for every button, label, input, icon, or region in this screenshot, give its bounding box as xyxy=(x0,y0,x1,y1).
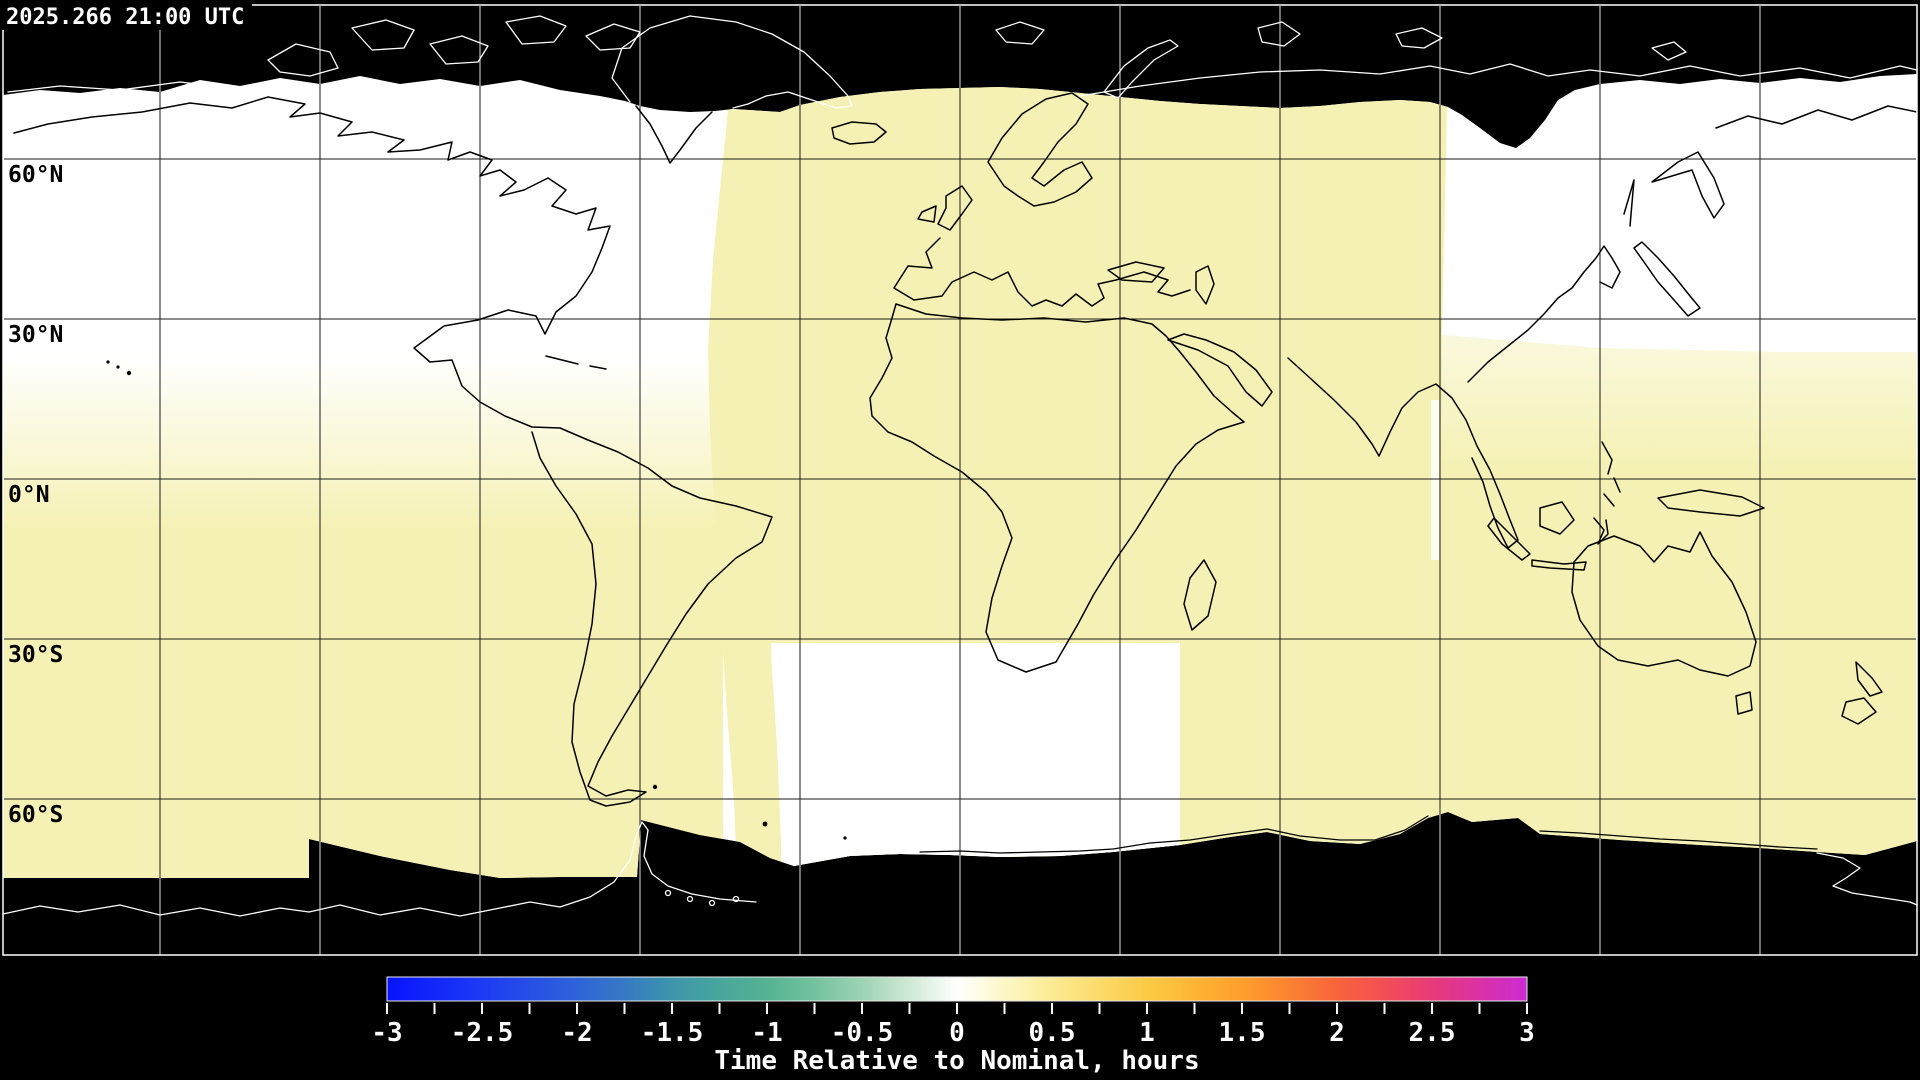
graticule-on-data xyxy=(4,74,1916,878)
colorbar-tick-label: -1 xyxy=(751,1018,782,1048)
colorbar-tick-label: 1 xyxy=(1139,1018,1155,1048)
africa-coast xyxy=(869,303,1245,673)
iceland-coast xyxy=(831,121,887,145)
kamchatka-okhotsk-coast xyxy=(1651,151,1725,219)
coastlines xyxy=(13,92,1917,854)
north-south-america-coast xyxy=(13,96,773,807)
arabia-coast xyxy=(1167,333,1273,407)
black-sea-caspian xyxy=(1107,261,1215,305)
colorbar: -3 -2.5 -2 -1.5 -1 -0.5 0 0.5 1 1.5 2 2.… xyxy=(371,976,1535,1076)
small-islands-on-data xyxy=(106,360,847,840)
british-isles-coast xyxy=(917,185,973,231)
colorbar-ticks xyxy=(386,1003,1528,1014)
colorbar-tick-label: -2 xyxy=(561,1018,592,1048)
bering-chukotka-coast xyxy=(1715,105,1917,129)
colorbar-tick-label: 0 xyxy=(949,1018,965,1048)
light-fade-se-asia xyxy=(1442,335,1917,470)
subantarctic-islands xyxy=(664,889,740,907)
latitude-label: 0°N xyxy=(8,482,50,508)
colorbar-tick-label: -3 xyxy=(371,1018,402,1048)
philippines-coast xyxy=(1601,441,1621,507)
scandinavia-coast xyxy=(987,92,1093,207)
japan-coast xyxy=(1623,179,1701,317)
white-seam xyxy=(1431,400,1439,560)
latitude-labels: 60°N 30°N 0°N 30°S 60°S xyxy=(8,162,63,828)
colorbar-tick-label: 2.5 xyxy=(1409,1018,1456,1048)
south-asia-coast xyxy=(1287,357,1519,549)
new-guinea-coast xyxy=(1657,489,1765,517)
indonesia-coast xyxy=(1487,501,1609,571)
canadian-arctic-islands xyxy=(267,15,641,77)
coastlines-on-nodata xyxy=(2,15,1918,917)
caribbean-islands xyxy=(545,355,607,370)
greenland-coast xyxy=(611,15,853,109)
latitude-label: 30°S xyxy=(8,642,63,668)
latitude-label: 60°S xyxy=(8,802,63,828)
greenland-south-tip-coast xyxy=(635,105,713,164)
colorbar-tick-label: 3 xyxy=(1519,1018,1535,1048)
madagascar-coast xyxy=(1183,559,1217,631)
colorbar-tick-label: -1.5 xyxy=(641,1018,704,1048)
colorbar-tick-label: 2 xyxy=(1329,1018,1345,1048)
australia-coast xyxy=(1571,531,1757,677)
map-frame xyxy=(2,4,1918,956)
arctic-russia-islands xyxy=(995,21,1687,99)
antarctica-coast-on-data xyxy=(919,815,1818,854)
colorbar-tick-labels: -3 -2.5 -2 -1.5 -1 -0.5 0 0.5 1 1.5 2 2.… xyxy=(371,1018,1534,1048)
timestamp: 2025.266 21:00 UTC xyxy=(0,0,252,30)
colorbar-tick-label: -2.5 xyxy=(451,1018,514,1048)
timestamp-text: 2025.266 21:00 UTC xyxy=(6,5,244,30)
siberia-north-coast xyxy=(1079,63,1918,97)
tasmania-new-zealand-coast xyxy=(1735,661,1883,725)
colorbar-title: Time Relative to Nominal, hours xyxy=(714,1046,1199,1076)
colorbar-tick-label: 0.5 xyxy=(1029,1018,1076,1048)
antarctica-coast-east xyxy=(1816,852,1918,906)
europe-mediterranean-coast xyxy=(893,237,1191,307)
colorbar-tick-label: -0.5 xyxy=(831,1018,894,1048)
antarctica-coast-west xyxy=(2,821,757,917)
alaska-north-coast xyxy=(7,81,233,93)
latitude-label: 60°N xyxy=(8,162,63,188)
timestamp-backdrop xyxy=(0,0,252,30)
yellow-swath-west xyxy=(3,355,723,878)
east-asia-coast xyxy=(1467,245,1621,383)
latitude-label: 30°N xyxy=(8,322,63,348)
colorbar-tick-label: 1.5 xyxy=(1219,1018,1266,1048)
colorbar-gradient-bar xyxy=(386,976,1528,1002)
